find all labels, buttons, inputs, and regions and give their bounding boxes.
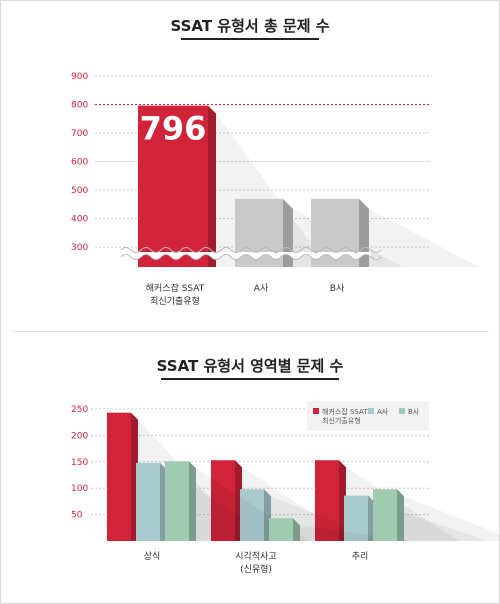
total-questions-chart-panel: SSAT 유형서 총 문제 수 300 400 500 600 700 800 900 796… [1,1,499,331]
bar-front-face [136,462,160,541]
bar-front-face [269,518,293,541]
axis-break-mask [121,252,381,260]
y-tick-label: 700 [71,129,88,139]
legend-label: 해커스잡 SSAT 최신기출유형 [322,407,368,425]
bar-front-face [344,495,368,541]
category-label-line: 최신기출유형 [150,296,200,307]
category-label-line: 상식 [144,551,161,562]
y-tick-label: 50 [71,511,83,521]
axis-break-wave [120,254,382,260]
bar-side-face [293,518,300,541]
legend-swatch [368,408,374,414]
title-underline [181,38,319,40]
bar-front-face [138,105,208,267]
y-tick-label: 200 [71,431,88,441]
legend-swatch [313,408,319,414]
y-tick-label: 150 [71,458,88,468]
bar-shadow [397,496,500,541]
bar-side-face [397,489,404,541]
chart-title: SSAT 유형서 총 문제 수 [170,17,330,35]
bar-front-face [240,489,264,541]
legend-swatch [399,408,405,414]
y-tick-label: 600 [71,158,88,168]
legend-label: A사 [377,407,389,416]
bar-side-face [208,105,216,267]
y-tick-label: 300 [71,243,88,253]
bar-3-3 [373,489,500,541]
bar-1 [138,105,328,267]
y-tick-label: 100 [71,484,88,494]
axis-break-wave [120,247,382,253]
x-category-label: 해커스잡 SSAT 최신기출유형 [146,282,205,307]
legend-label: B사 [408,407,420,416]
category-label-line: 추리 [352,551,369,562]
legend-label-line: A사 [377,407,389,416]
legend-background [307,401,429,431]
y-tick-label: 500 [71,186,88,196]
section-questions-chart-panel: SSAT 유형서 영역별 문제 수 50 100 150 200 250 상식 시각적사고 (… [1,331,500,603]
bar-shadow [359,208,479,267]
section-questions-bar-chart: 50 100 150 200 250 상식 시각적사고 (신유형) 추리 해커스잡 SSAT 최신기… [71,401,500,575]
bar-front-face [315,460,339,541]
y-tick-label: 900 [71,72,88,82]
y-tick-label: 400 [71,215,88,225]
x-category-label: 상식 [144,551,161,562]
title-underline [161,378,339,380]
bar-front-face [107,412,131,541]
bar-front-face [373,489,397,541]
section-divider [11,331,489,332]
category-label-line: 시각적사고 [235,550,276,562]
category-label-line: (신유형) [240,564,272,575]
total-questions-bar-chart: 300 400 500 600 700 800 900 796 해커스잡 SSAT 최신기출유형 A… [71,72,479,307]
legend-label-line: 해커스잡 SSAT [322,407,368,416]
legend-label-line: B사 [408,407,420,416]
bar-value-label: 796 [140,110,207,148]
legend: 해커스잡 SSAT 최신기출유형 A사 B사 [307,401,429,431]
chart-title: SSAT 유형서 영역별 문제 수 [156,357,344,375]
y-tick-label: 800 [71,101,88,111]
y-tick-label: 250 [71,405,88,415]
bar-side-face [189,461,196,541]
x-category-label: 추리 [352,551,369,562]
category-label-line: B사 [330,283,345,294]
x-category-label: B사 [330,283,345,294]
bar-front-face [211,460,235,541]
x-category-label: 시각적사고 (신유형) [235,550,276,575]
bar-front-face [165,461,189,541]
category-label-line: A사 [254,283,269,294]
category-label-line: 해커스잡 SSAT [146,282,205,294]
x-category-label: A사 [254,283,269,294]
legend-label-line: 최신기출유형 [322,416,361,425]
